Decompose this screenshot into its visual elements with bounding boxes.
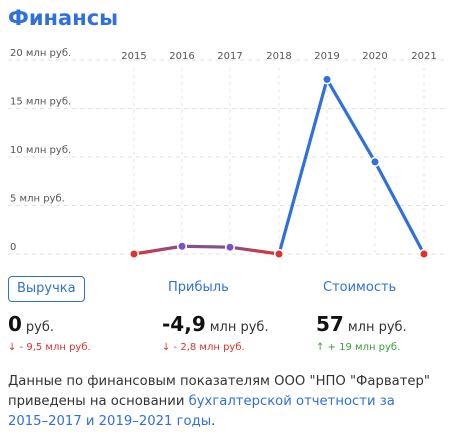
- x-tick-label: 2020: [362, 51, 387, 62]
- x-tick-label: 2018: [266, 51, 291, 62]
- y-tick-label: 5 млн руб.: [10, 194, 65, 205]
- kpi-revenue-unit: руб.: [25, 320, 55, 335]
- y-tick-label: 15 млн руб.: [10, 97, 71, 108]
- kpi-tabs: Выручка Прибыль Стоимость: [0, 276, 455, 304]
- data-point: [176, 241, 188, 252]
- data-point: [273, 248, 285, 260]
- kpi-profit-delta: ↓ - 2,8 млн руб.: [162, 342, 245, 353]
- kpi-revenue-number: 0: [8, 312, 22, 336]
- series-line-segment: [180, 244, 232, 249]
- y-tick-label: 0: [10, 242, 16, 253]
- note-text: Данные по финансовым показателям ООО "НП…: [8, 374, 430, 409]
- kpi-value-delta: ↑ + 19 млн руб.: [316, 342, 401, 353]
- accounting-report-link[interactable]: бухгалтерской отчетности за 2015–2017 и …: [8, 394, 395, 429]
- y-tick-label: 20 млн руб.: [10, 48, 71, 59]
- series-line-segment: [373, 160, 426, 256]
- data-point: [321, 74, 333, 85]
- series-line-segment: [325, 77, 377, 164]
- kpi-value-value: 57 млн руб.: [316, 312, 407, 336]
- series-line-segment: [132, 244, 184, 256]
- section-title: Финансы: [8, 6, 119, 30]
- kpi-profit-number: -4,9: [162, 312, 206, 336]
- kpi-revenue-value: 0 руб.: [8, 312, 54, 336]
- data-point: [418, 248, 430, 260]
- data-point: [224, 242, 236, 253]
- data-point: [128, 248, 140, 260]
- x-tick-label: 2019: [314, 51, 339, 62]
- kpi-value-unit: млн руб.: [347, 320, 407, 335]
- series-line-segment: [277, 77, 329, 256]
- y-tick-label: 10 млн руб.: [10, 145, 71, 156]
- x-tick-label: 2017: [217, 51, 242, 62]
- kpi-value-number: 57: [316, 312, 344, 336]
- tab-value[interactable]: Стоимость: [323, 280, 397, 295]
- note-end: .: [211, 414, 216, 429]
- kpi-profit-unit: млн руб.: [209, 320, 269, 335]
- tab-revenue[interactable]: Выручка: [8, 276, 85, 302]
- finance-chart: 20 млн руб. 15 млн руб. 10 млн руб. 5 млн р…: [8, 48, 447, 260]
- x-tick-label: 2015: [121, 51, 146, 62]
- x-tick-label: 2021: [411, 51, 436, 62]
- x-tick-label: 2016: [169, 51, 194, 62]
- data-source-note: Данные по финансовым показателям ООО "НП…: [8, 372, 438, 432]
- kpi-revenue-delta: ↓ - 9,5 млн руб.: [8, 342, 91, 353]
- kpi-profit-value: -4,9 млн руб.: [162, 312, 269, 336]
- tab-profit[interactable]: Прибыль: [168, 280, 229, 295]
- series-line-segment: [228, 245, 281, 256]
- data-point: [369, 156, 381, 167]
